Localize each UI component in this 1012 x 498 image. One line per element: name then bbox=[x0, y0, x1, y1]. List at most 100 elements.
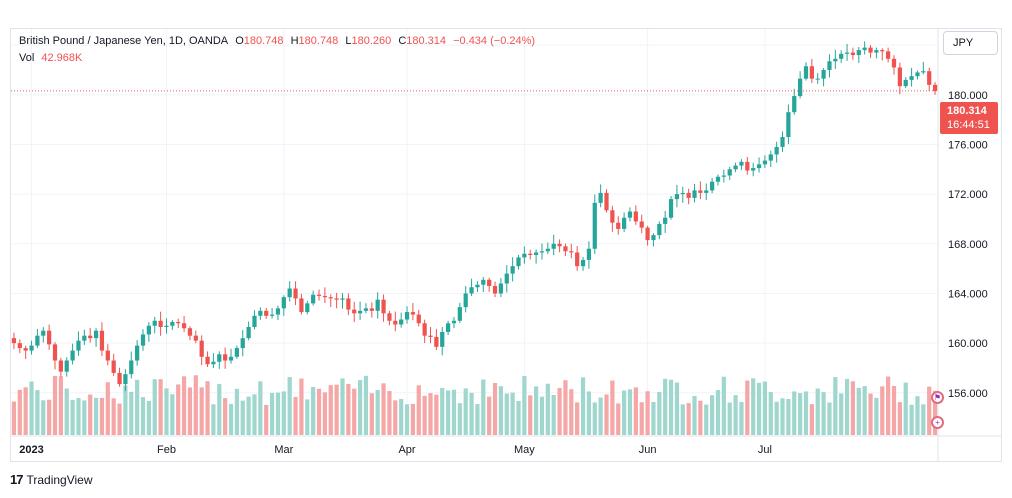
candle-body bbox=[663, 217, 668, 224]
candle-body bbox=[299, 298, 304, 313]
candle-body bbox=[592, 202, 597, 249]
candle-body bbox=[674, 194, 680, 200]
candle-body bbox=[798, 78, 803, 97]
candle-body bbox=[932, 84, 938, 92]
high-label: H bbox=[290, 35, 299, 47]
y-tick-label: 172.000 bbox=[948, 189, 988, 201]
volume-bar bbox=[815, 388, 820, 435]
volume-label: Vol bbox=[19, 52, 35, 64]
candle-body bbox=[264, 310, 269, 316]
volume-bar bbox=[434, 394, 439, 435]
volume-bar bbox=[105, 382, 110, 435]
volume-bar bbox=[369, 393, 374, 435]
volume-bar bbox=[246, 396, 251, 435]
volume-bar bbox=[340, 378, 345, 435]
candle-body bbox=[375, 299, 380, 311]
volume-bar bbox=[844, 378, 850, 435]
candle-body bbox=[686, 192, 691, 198]
tradingview-logo[interactable]: 17 TradingView bbox=[10, 472, 93, 487]
x-tick-label: May bbox=[514, 444, 535, 456]
candle-body bbox=[821, 69, 826, 79]
volume-bar bbox=[862, 386, 867, 435]
volume-bar bbox=[545, 383, 550, 435]
volume-bar bbox=[228, 403, 234, 435]
volume-bar bbox=[522, 376, 527, 435]
candle-body bbox=[410, 312, 416, 315]
candle-body bbox=[657, 223, 662, 236]
candle-body bbox=[346, 298, 351, 310]
candle-body bbox=[651, 235, 656, 241]
volume-bar bbox=[416, 385, 421, 435]
volume-bar bbox=[868, 393, 873, 435]
candle-body bbox=[322, 295, 328, 298]
candle-body bbox=[481, 279, 486, 285]
candle-body bbox=[516, 257, 521, 267]
candle-body bbox=[211, 361, 216, 365]
candle-body bbox=[193, 335, 198, 341]
volume-bar bbox=[780, 398, 785, 435]
candle-body bbox=[240, 338, 245, 349]
candle-body bbox=[357, 310, 363, 314]
candle-body bbox=[586, 248, 592, 260]
volume-bar bbox=[264, 404, 269, 435]
volume-bar bbox=[657, 392, 662, 435]
candle-body bbox=[117, 372, 122, 385]
candle-body bbox=[105, 350, 110, 361]
volume-bar bbox=[704, 404, 709, 435]
volume-bar bbox=[839, 393, 844, 435]
volume-bar bbox=[258, 381, 263, 435]
volume-bar bbox=[82, 400, 87, 435]
candle-body bbox=[774, 146, 779, 155]
volume-bar bbox=[880, 386, 885, 435]
candle-body bbox=[886, 51, 891, 59]
candle-body bbox=[393, 320, 398, 325]
volume-bar bbox=[410, 403, 416, 435]
candle-body bbox=[844, 52, 850, 54]
candle-body bbox=[580, 259, 586, 267]
volume-value: 42.968K bbox=[41, 52, 83, 64]
open-value: 180.748 bbox=[243, 35, 284, 47]
candle-body bbox=[756, 164, 762, 169]
volume-bar bbox=[357, 380, 363, 435]
candle-body bbox=[610, 210, 615, 223]
volume-bar bbox=[915, 396, 920, 435]
volume-bar bbox=[451, 389, 457, 435]
volume-bar bbox=[551, 394, 556, 435]
event-marker-icon[interactable]: ⚑ bbox=[931, 391, 944, 404]
candle-body bbox=[856, 50, 861, 56]
candle-body bbox=[792, 96, 797, 113]
candle-body bbox=[891, 58, 897, 68]
candle-body bbox=[228, 356, 234, 361]
candle-body bbox=[862, 47, 867, 51]
volume-bar bbox=[633, 387, 638, 435]
candle-body bbox=[533, 252, 539, 255]
volume-bar bbox=[809, 404, 814, 435]
volume-bar bbox=[287, 377, 292, 435]
chart-frame[interactable] bbox=[10, 28, 1002, 462]
candle-body bbox=[704, 190, 709, 193]
volume-bar bbox=[428, 393, 433, 435]
volume-bar bbox=[269, 392, 275, 435]
candle-body bbox=[399, 319, 404, 325]
candle-body bbox=[82, 335, 87, 341]
candle-body bbox=[252, 315, 257, 327]
candle-body bbox=[909, 76, 914, 80]
alert-marker-icon[interactable]: + bbox=[931, 416, 944, 429]
volume-bar bbox=[316, 388, 322, 435]
candle-body bbox=[903, 79, 908, 87]
volume-bar bbox=[651, 402, 656, 435]
volume-bar bbox=[897, 402, 902, 435]
candle-body bbox=[328, 297, 333, 299]
volume-bar bbox=[921, 404, 926, 435]
candle-body bbox=[158, 320, 163, 327]
candle-body bbox=[927, 71, 932, 85]
candle-body bbox=[428, 335, 433, 337]
volume-bar bbox=[786, 398, 791, 435]
currency-button[interactable]: JPY bbox=[943, 31, 998, 55]
candle-body bbox=[633, 211, 638, 222]
candle-body bbox=[469, 287, 474, 294]
volume-bar bbox=[563, 380, 568, 435]
volume-bar bbox=[252, 394, 257, 435]
volume-bar bbox=[710, 395, 715, 435]
